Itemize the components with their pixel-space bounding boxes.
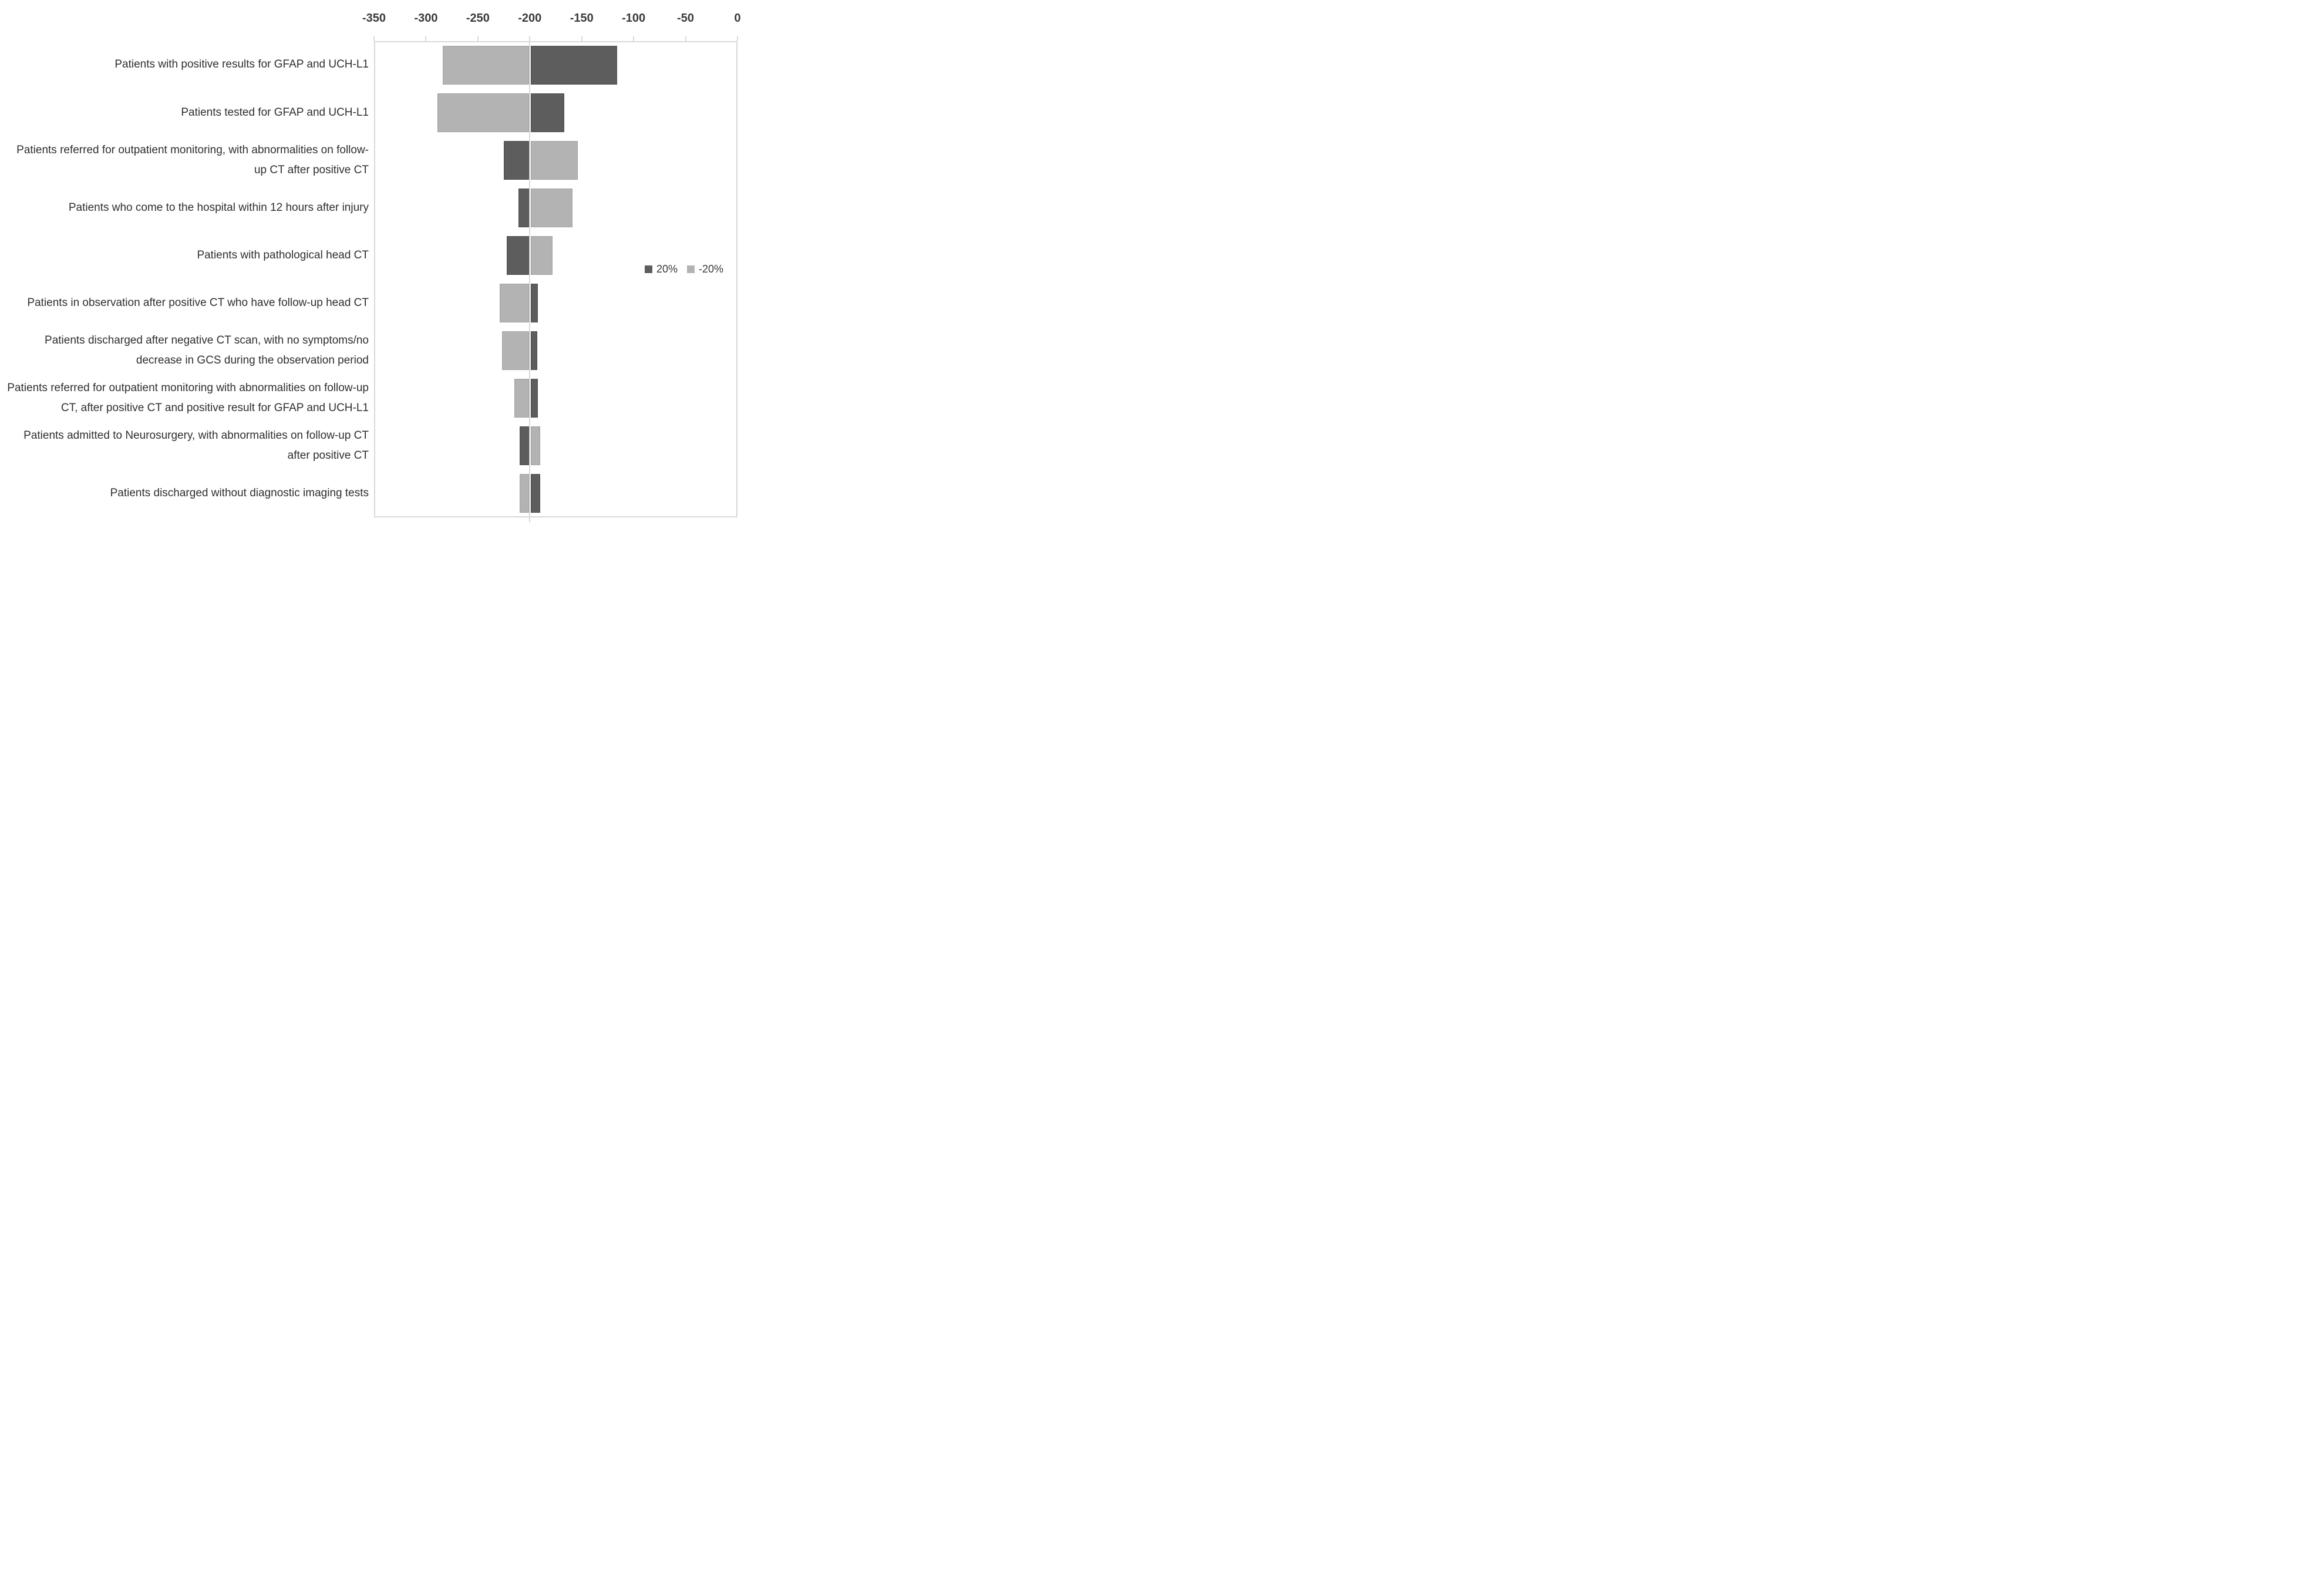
category-label: Patients with positive results for GFAP … — [114, 58, 369, 71]
legend-swatch-20pct — [645, 265, 652, 273]
x-tick-mark — [737, 36, 738, 41]
bar-20pct — [518, 188, 529, 227]
x-tick-mark — [581, 36, 582, 41]
tornado-chart: -350 -300 -250 -200 -150 -100 -50 0 Patients wi… — [0, 0, 775, 528]
bar-20pct — [530, 284, 538, 323]
legend-item: 20% — [645, 263, 678, 275]
bar-20pct — [504, 140, 529, 180]
x-tick-label: -100 — [622, 12, 646, 25]
x-tick-label: 0 — [734, 12, 741, 25]
bar-minus20pct — [501, 331, 529, 371]
category-label: Patients discharged after negative CT sc… — [45, 334, 369, 367]
bar-minus20pct — [437, 93, 529, 132]
bar-20pct — [507, 236, 529, 275]
x-tick-mark — [529, 36, 531, 41]
category-label: Patients discharged without diagnostic i… — [110, 487, 369, 500]
category-label: Patients with pathological head CT — [197, 248, 369, 261]
legend-item: -20% — [687, 263, 723, 275]
category-label: Patients in observation after positive C… — [27, 296, 369, 309]
legend-label: -20% — [699, 263, 724, 275]
x-tick-label: -200 — [518, 12, 542, 25]
x-tick-mark — [477, 36, 479, 41]
bar-20pct — [530, 331, 537, 371]
x-tick-label: -300 — [414, 12, 438, 25]
bar-minus20pct — [519, 474, 529, 513]
bar-minus20pct — [499, 284, 529, 323]
bar-20pct — [530, 45, 617, 85]
bar-minus20pct — [530, 140, 578, 180]
bar-minus20pct — [530, 188, 572, 227]
base-value-line — [529, 41, 531, 522]
bar-minus20pct — [530, 426, 540, 466]
x-tick-label: -250 — [466, 12, 490, 25]
bar-20pct — [530, 379, 538, 418]
x-tick-label: -150 — [570, 12, 594, 25]
x-tick-mark — [425, 36, 427, 41]
x-tick-mark — [633, 36, 635, 41]
legend-label: 20% — [656, 263, 678, 275]
bar-minus20pct — [530, 236, 553, 275]
x-tick-label: -50 — [677, 12, 695, 25]
category-label: Patients referred for outpatient monitor… — [7, 382, 369, 415]
category-label: Patients admitted to Neurosurgery, with … — [23, 429, 369, 462]
x-tick-mark — [685, 36, 686, 41]
bar-20pct — [530, 93, 564, 132]
x-tick-label: -350 — [362, 12, 386, 25]
category-label: Patients referred for outpatient monitor… — [16, 143, 369, 176]
legend-swatch-minus20pct — [687, 265, 695, 273]
bar-minus20pct — [514, 379, 529, 418]
legend: 20% -20% — [645, 263, 723, 275]
category-label: Patients who come to the hospital within… — [68, 201, 369, 214]
bar-20pct — [519, 426, 529, 466]
bar-minus20pct — [442, 45, 529, 85]
x-tick-mark — [373, 36, 375, 41]
category-label: Patients tested for GFAP and UCH-L1 — [181, 106, 369, 119]
bar-20pct — [530, 474, 540, 513]
